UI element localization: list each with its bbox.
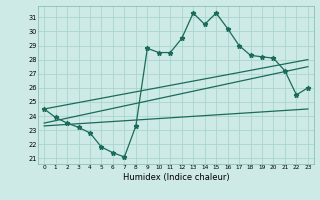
X-axis label: Humidex (Indice chaleur): Humidex (Indice chaleur) — [123, 173, 229, 182]
